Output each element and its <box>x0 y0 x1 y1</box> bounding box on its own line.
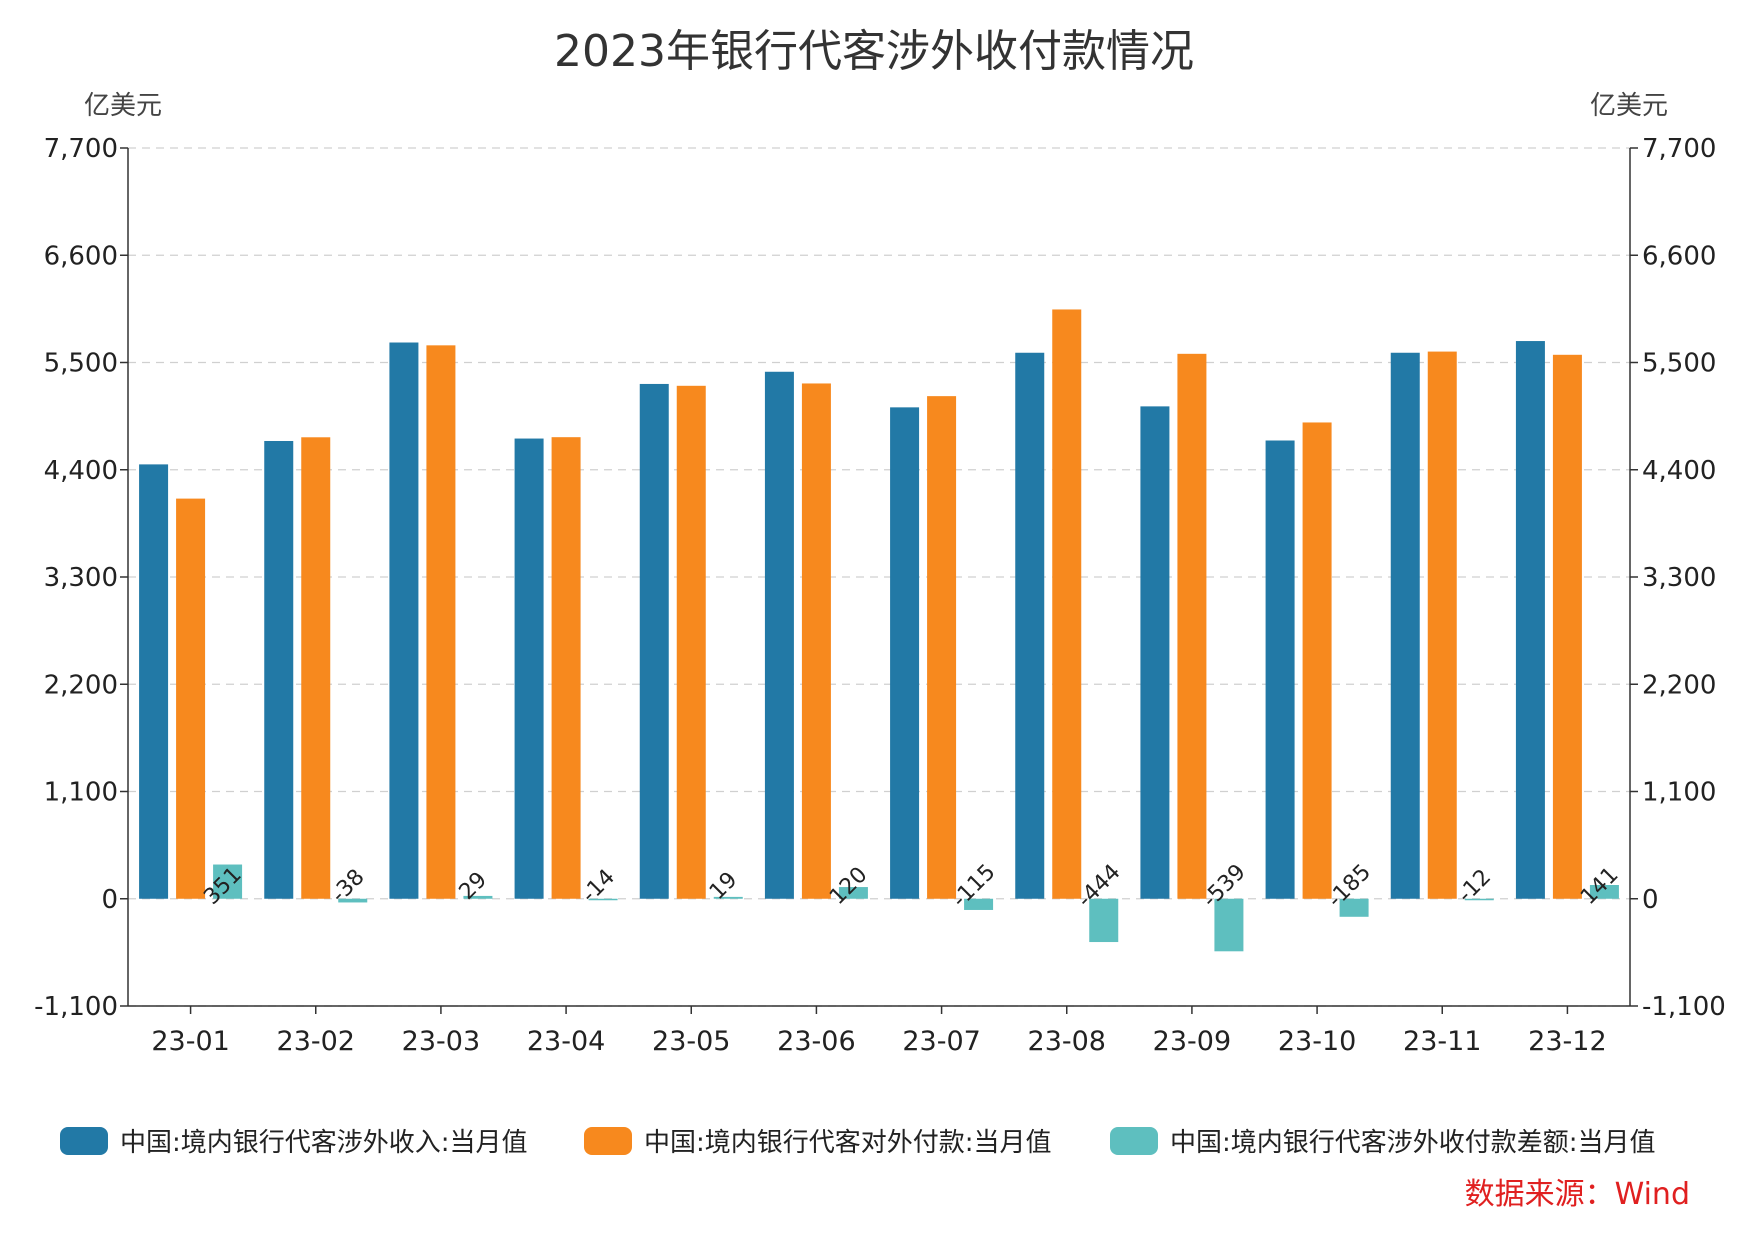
left-tick-label: 1,100 <box>44 778 118 808</box>
bar-23-01-s2 <box>176 498 206 899</box>
bar-23-05-s3 <box>713 896 743 899</box>
legend-swatch-3 <box>1110 1127 1158 1155</box>
x-tick-label: 23-03 <box>402 1026 480 1057</box>
x-tick-label: 23-09 <box>1153 1026 1231 1057</box>
x-tick-label: 23-05 <box>652 1026 730 1057</box>
right-tick-label: 4,400 <box>1642 456 1716 486</box>
bar-23-04-s1 <box>514 438 544 899</box>
bar-23-06-s1 <box>764 371 794 899</box>
x-tick-label: 23-08 <box>1028 1026 1106 1057</box>
bar-23-01-s3 <box>213 864 243 899</box>
left-tick-label: 3,300 <box>44 563 118 593</box>
right-axis-unit: 亿美元 <box>1590 91 1668 121</box>
bar-23-06-s2 <box>801 383 831 899</box>
bar-23-02-s3 <box>338 898 368 903</box>
data-label: 141 <box>1576 862 1623 909</box>
bar-23-08-s3 <box>1089 898 1119 943</box>
bar-23-04-s3 <box>588 898 618 901</box>
legend: 中国:境内银行代客涉外收入:当月值 中国:境内银行代客对外付款:当月值 中国:境内银… <box>60 1127 1656 1158</box>
bar-23-12-s3 <box>1589 885 1619 899</box>
bar-23-12-s2 <box>1552 354 1582 899</box>
data-label: -12 <box>1453 865 1496 908</box>
x-tick-label: 23-06 <box>777 1026 855 1057</box>
right-tick-label: 2,200 <box>1642 670 1716 700</box>
right-tick-label: 7,700 <box>1642 134 1716 164</box>
right-tick-label: 3,300 <box>1642 563 1716 593</box>
left-tick-label: -1,100 <box>34 992 118 1022</box>
bar-23-11-s1 <box>1390 352 1420 899</box>
right-tick-label: -1,100 <box>1642 992 1726 1022</box>
bar-23-08-s2 <box>1052 309 1082 899</box>
x-tick-label: 23-04 <box>527 1026 605 1057</box>
bar-23-09-s2 <box>1177 353 1207 899</box>
bar-23-08-s1 <box>1015 352 1045 899</box>
right-tick-label: 0 <box>1642 885 1659 915</box>
right-tick-label: 6,600 <box>1642 241 1716 271</box>
left-tick-label: 6,600 <box>44 241 118 271</box>
right-tick-label: 5,500 <box>1642 349 1716 379</box>
bar-23-06-s3 <box>838 887 868 899</box>
x-tick-label: 23-10 <box>1278 1026 1356 1057</box>
data-label: 29 <box>455 867 492 904</box>
bar-23-05-s1 <box>639 383 669 899</box>
axes: -1,100 -1,100 0 0 1,100 1,100 2,200 2,200 3,300 3… <box>34 134 1726 1057</box>
x-tick-label: 23-02 <box>277 1026 355 1057</box>
data-label: 120 <box>825 862 872 909</box>
x-tick-label: 23-11 <box>1403 1026 1481 1057</box>
bar-23-10-s3 <box>1339 898 1369 917</box>
bar-23-10-s1 <box>1265 440 1295 899</box>
bars <box>139 309 1619 952</box>
left-tick-label: 7,700 <box>44 134 118 164</box>
left-tick-label: 2,200 <box>44 670 118 700</box>
bar-23-07-s1 <box>890 407 920 899</box>
x-tick-label: 23-12 <box>1528 1026 1606 1057</box>
legend-label-3: 中国:境内银行代客涉外收付款差额:当月值 <box>1170 1128 1656 1158</box>
left-axis-unit: 亿美元 <box>84 91 162 121</box>
legend-swatch-1 <box>60 1127 108 1155</box>
bar-23-11-s3 <box>1464 898 1494 901</box>
chart-title: 2023年银行代客涉外收付款情况 <box>554 26 1194 77</box>
bar-23-12-s1 <box>1515 341 1545 899</box>
data-label: -14 <box>577 865 620 908</box>
left-tick-label: 5,500 <box>44 349 118 379</box>
legend-swatch-2 <box>584 1127 632 1155</box>
bar-23-09-s3 <box>1214 898 1244 952</box>
bar-23-02-s2 <box>301 437 331 899</box>
x-tick-label: 23-01 <box>151 1026 229 1057</box>
right-tick-label: 1,100 <box>1642 778 1716 808</box>
bar-23-11-s2 <box>1427 351 1457 899</box>
bar-23-07-s3 <box>964 898 994 910</box>
bar-23-07-s2 <box>927 396 957 899</box>
data-source: 数据来源：Wind <box>1465 1177 1690 1212</box>
left-tick-label: 4,400 <box>44 456 118 486</box>
legend-label-2: 中国:境内银行代客对外付款:当月值 <box>644 1128 1052 1158</box>
legend-label-1: 中国:境内银行代客涉外收入:当月值 <box>120 1128 528 1158</box>
bar-23-10-s2 <box>1302 422 1332 899</box>
bar-23-03-s1 <box>389 342 419 899</box>
bar-23-09-s1 <box>1140 406 1170 899</box>
bar-23-01-s1 <box>139 464 169 899</box>
bar-23-05-s2 <box>676 385 706 899</box>
bar-23-04-s2 <box>551 437 581 899</box>
x-tick-label: 23-07 <box>902 1026 980 1057</box>
bar-23-02-s1 <box>264 440 294 899</box>
left-tick-label: 0 <box>101 885 118 915</box>
bar-23-03-s2 <box>426 345 456 899</box>
bar-23-03-s3 <box>463 895 493 899</box>
